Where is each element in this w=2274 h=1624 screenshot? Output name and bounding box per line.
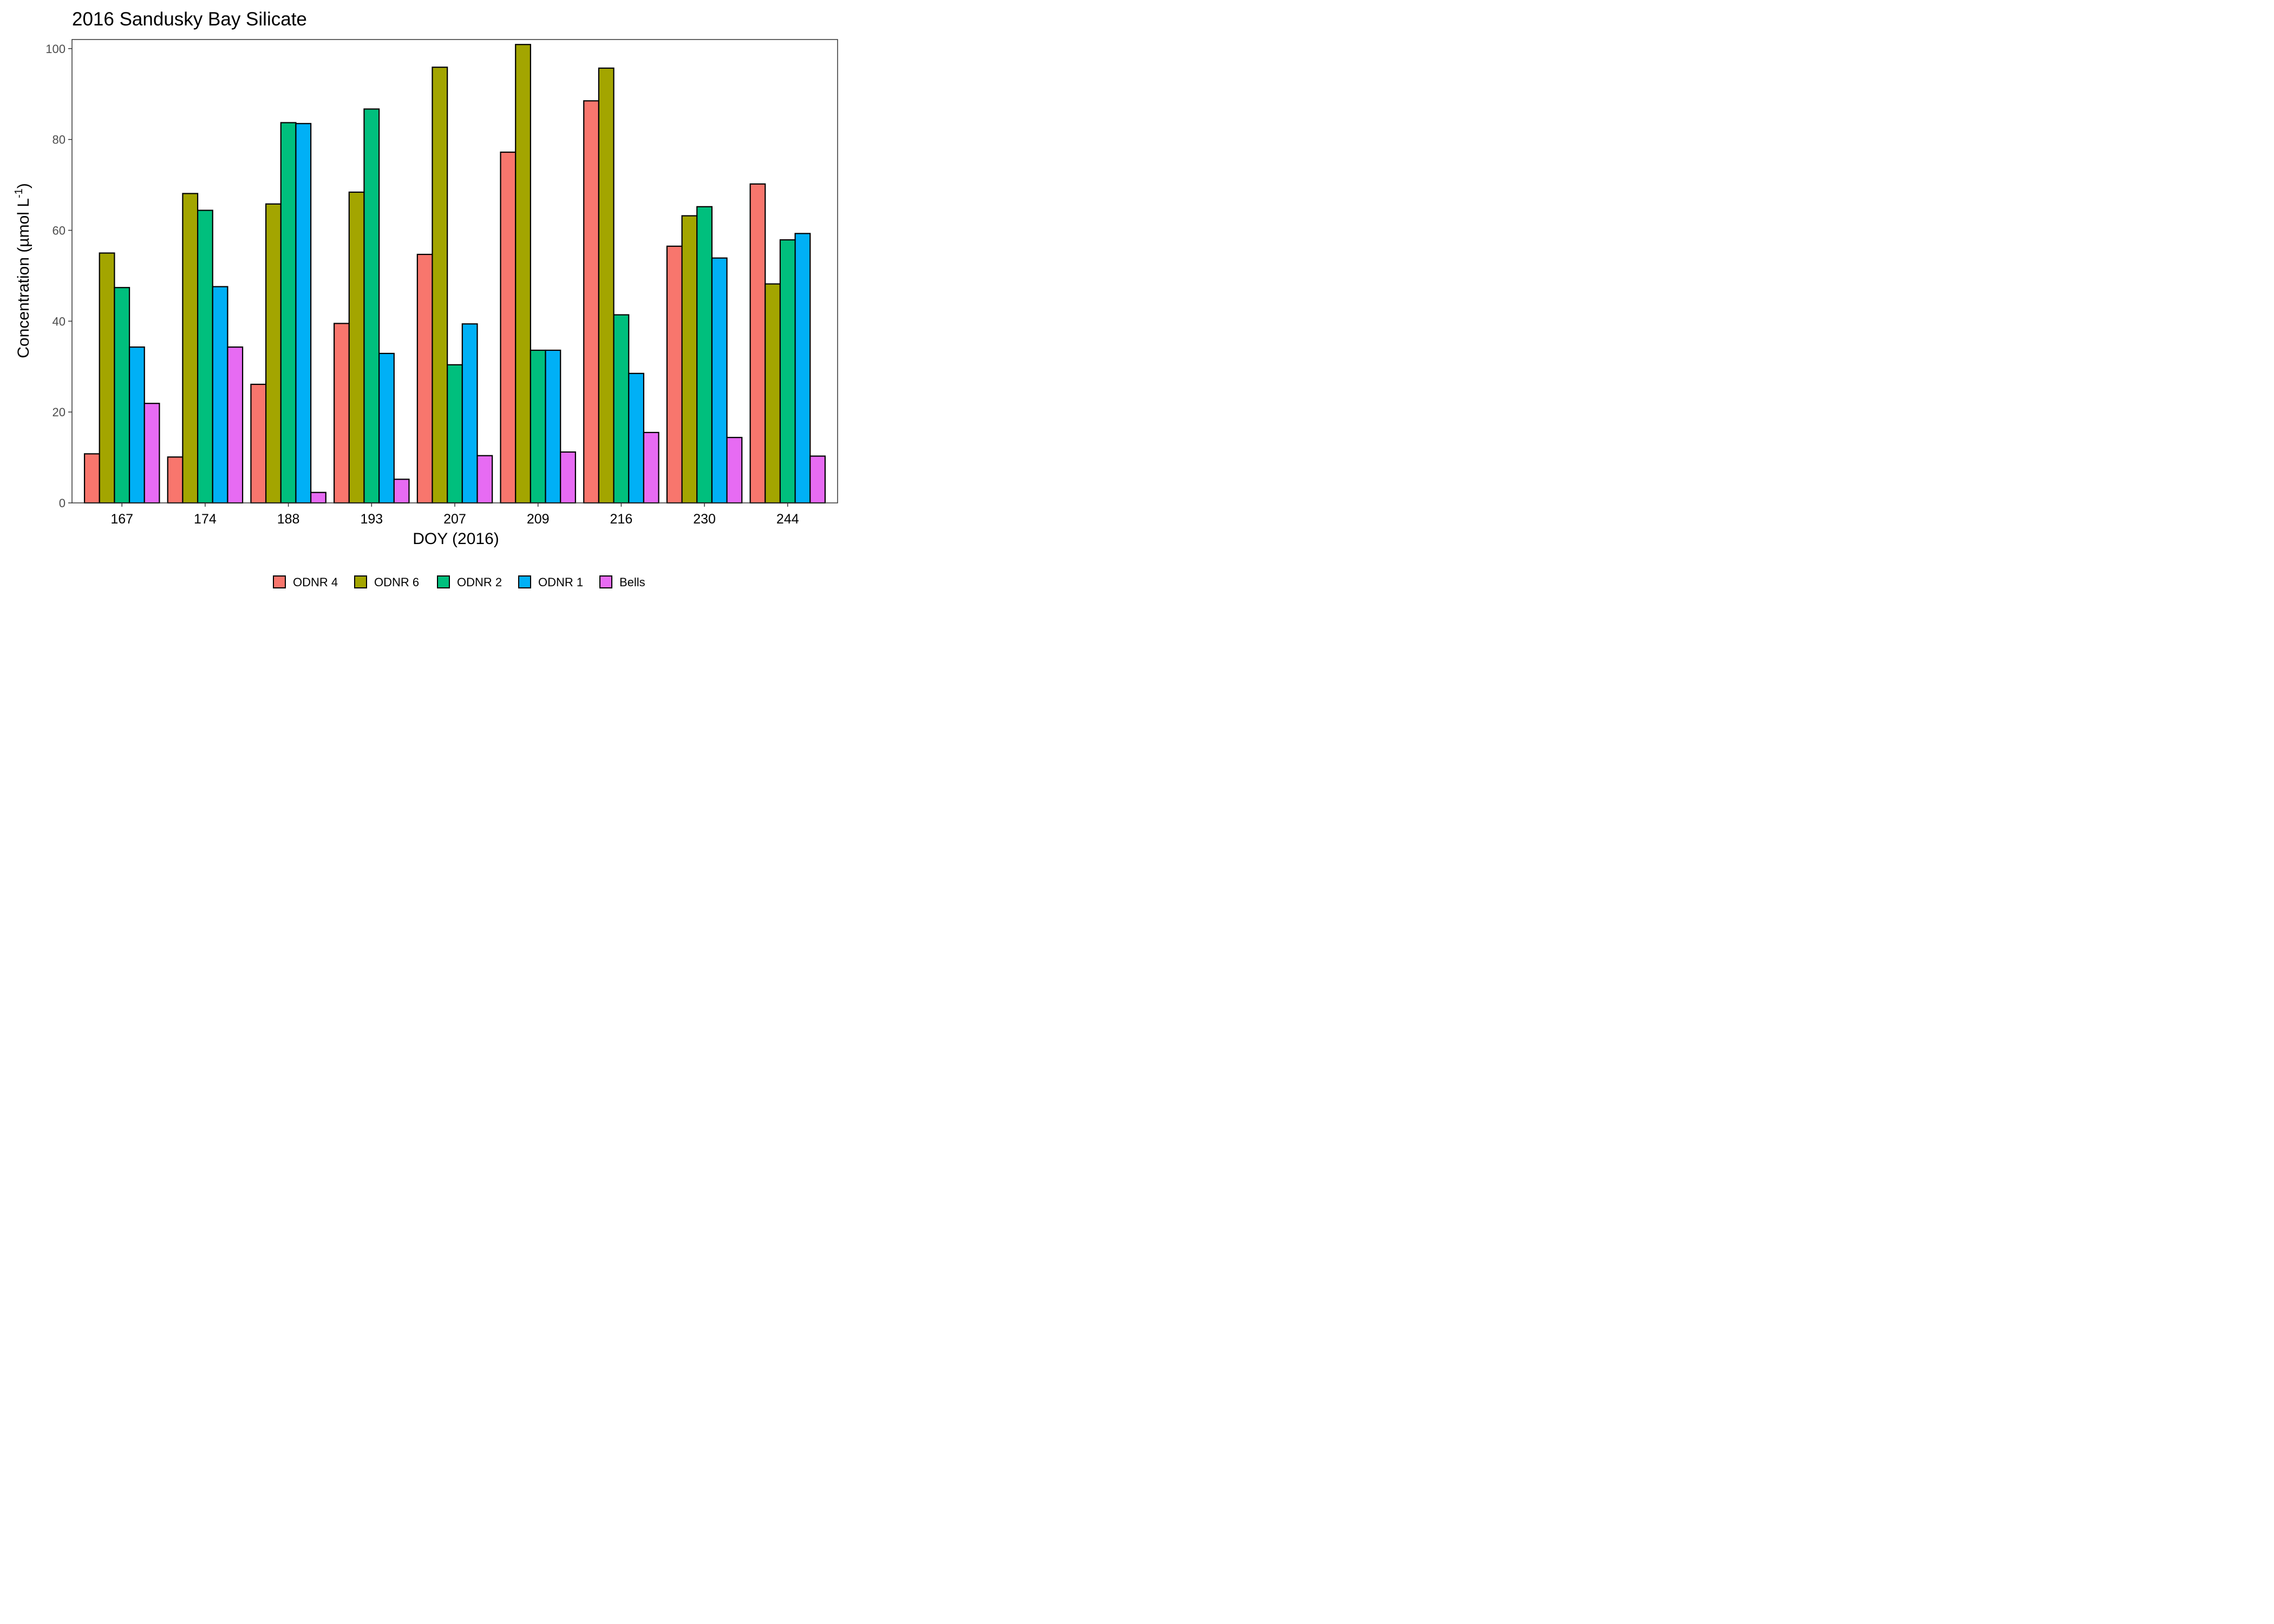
- y-tick-label: 100: [45, 42, 66, 56]
- bar: [794, 233, 811, 504]
- bar: [167, 456, 184, 504]
- bar: [432, 67, 448, 504]
- bar: [476, 455, 493, 504]
- bar: [583, 100, 599, 504]
- bar: [143, 403, 160, 504]
- y-tick-label: 20: [53, 405, 66, 419]
- bar: [515, 44, 531, 504]
- bar: [726, 437, 743, 504]
- legend-key: [437, 575, 450, 588]
- bar: [310, 492, 326, 504]
- bar: [560, 451, 576, 504]
- y-axis-title-superscript: -1: [13, 188, 25, 198]
- bars-layer: [83, 44, 826, 504]
- y-tick-label: 60: [53, 224, 66, 237]
- bar: [598, 67, 615, 504]
- bar: [99, 252, 115, 504]
- bar: [197, 209, 213, 504]
- y-axis-title-main: Concentration (µmol L: [15, 198, 32, 358]
- x-axis: 167 174 188 193 207 209 216 230 244: [110, 503, 799, 527]
- y-axis-title: Concentration (µmol L-1): [13, 183, 32, 358]
- x-tick-label: 174: [194, 512, 217, 527]
- x-tick-label: 244: [776, 512, 799, 527]
- bar: [628, 372, 644, 504]
- bar-chart: 2016 Sandusky Bay Silicate 020406080100 …: [0, 0, 845, 595]
- bar: [212, 286, 228, 504]
- chart-title: 2016 Sandusky Bay Silicate: [72, 9, 307, 30]
- y-axis: 0 20 40 60 80 100: [45, 42, 72, 510]
- bar: [764, 283, 781, 504]
- legend-label: ODNR 2: [457, 575, 502, 589]
- bar: [809, 455, 826, 504]
- bar: [83, 453, 100, 504]
- x-tick-label: 230: [693, 512, 716, 527]
- bar: [643, 431, 659, 504]
- x-tick-label: 188: [277, 512, 300, 527]
- bar: [114, 287, 130, 504]
- x-tick-label: 167: [110, 512, 133, 527]
- bar: [779, 239, 796, 504]
- bar: [530, 349, 546, 504]
- bar: [378, 352, 395, 504]
- y-tick-label: 40: [53, 315, 66, 328]
- bar: [265, 203, 282, 504]
- x-tick-label: 209: [527, 512, 550, 527]
- legend-key: [518, 575, 531, 588]
- bar: [545, 349, 561, 504]
- x-tick-label: 216: [610, 512, 633, 527]
- legend-label: ODNR 1: [538, 575, 583, 589]
- bar: [363, 108, 380, 504]
- bar: [711, 257, 728, 504]
- bar: [128, 346, 145, 504]
- x-axis-title: DOY (2016): [413, 530, 499, 548]
- legend: ODNR 4 ODNR 6 ODNR 2 ODNR 1 Bells: [273, 575, 645, 589]
- legend-key: [599, 575, 612, 588]
- bar: [500, 152, 517, 504]
- legend-label: ODNR 6: [374, 575, 419, 589]
- bar: [227, 346, 244, 504]
- bar: [250, 383, 267, 504]
- bar: [182, 193, 199, 504]
- bar: [749, 183, 766, 504]
- bar: [393, 479, 410, 504]
- bar: [461, 323, 478, 504]
- bar: [681, 215, 698, 504]
- bar: [334, 323, 350, 504]
- legend-label: ODNR 4: [293, 575, 338, 589]
- y-axis-title-close: ): [15, 183, 32, 188]
- bar: [295, 123, 312, 504]
- legend-key: [354, 575, 367, 588]
- bar: [348, 191, 365, 504]
- bar: [613, 314, 630, 504]
- x-tick-label: 207: [443, 512, 466, 527]
- legend-label: Bells: [619, 575, 645, 589]
- bar: [280, 122, 297, 504]
- x-tick-label: 193: [360, 512, 383, 527]
- legend-key: [273, 575, 286, 588]
- y-tick-label: 0: [59, 496, 66, 510]
- bar: [696, 206, 713, 504]
- bar: [447, 364, 463, 504]
- y-tick-label: 80: [53, 133, 66, 147]
- bar: [416, 253, 433, 504]
- bar: [666, 245, 683, 504]
